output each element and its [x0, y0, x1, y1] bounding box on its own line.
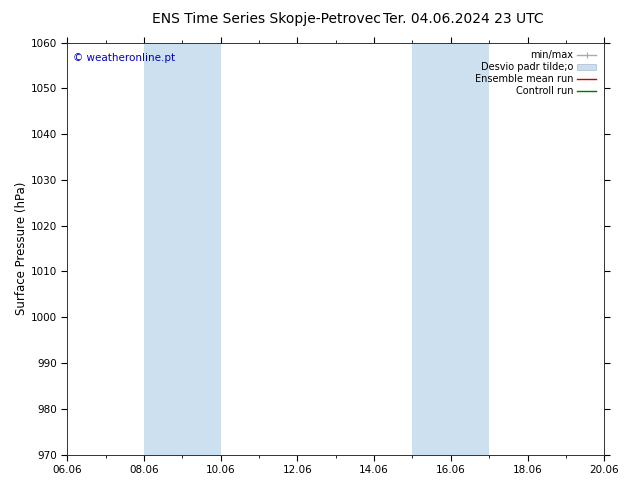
Text: © weatheronline.pt: © weatheronline.pt: [73, 53, 175, 63]
Bar: [413, 43, 489, 455]
Text: ENS Time Series Skopje-Petrovec: ENS Time Series Skopje-Petrovec: [152, 12, 381, 26]
Bar: [144, 43, 221, 455]
Text: Ter. 04.06.2024 23 UTC: Ter. 04.06.2024 23 UTC: [382, 12, 543, 26]
Y-axis label: Surface Pressure (hPa): Surface Pressure (hPa): [15, 182, 28, 315]
Legend: min/max, Desvio padr tilde;o, Ensemble mean run, Controll run: min/max, Desvio padr tilde;o, Ensemble m…: [472, 48, 599, 99]
